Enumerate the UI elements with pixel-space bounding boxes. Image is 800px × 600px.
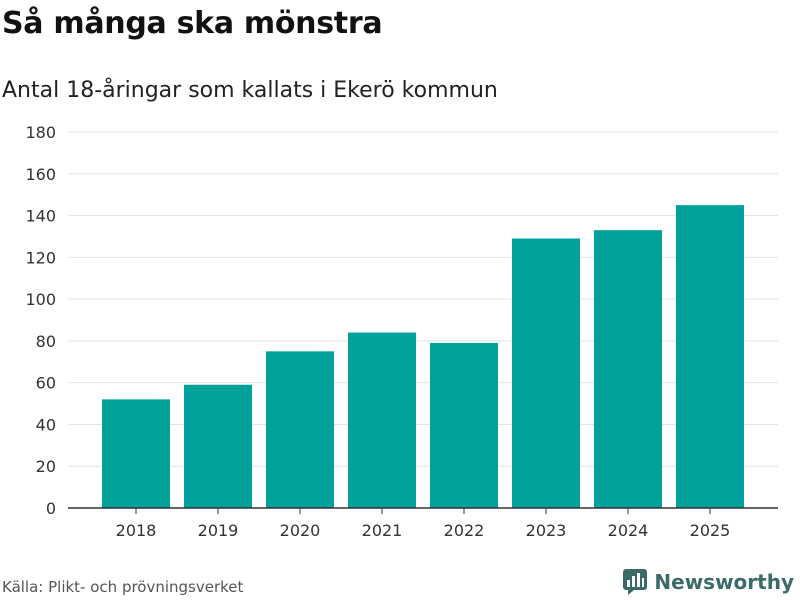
bar-2018	[102, 399, 170, 508]
y-tick-label: 40	[36, 415, 56, 434]
y-tick-label: 80	[36, 332, 56, 351]
x-tick-label: 2023	[526, 521, 567, 540]
y-tick-label: 120	[25, 248, 56, 267]
x-tick-label: 2024	[608, 521, 649, 540]
bar-2025	[676, 205, 744, 508]
y-axis-ticks: 0 20 40 60 80 100 120 140 160 180	[25, 123, 56, 518]
y-tick-label: 160	[25, 165, 56, 184]
y-tick-label: 60	[36, 374, 56, 393]
bar-2019	[184, 384, 252, 508]
bar-2020	[266, 351, 334, 508]
y-tick-label: 180	[25, 123, 56, 142]
bar-2021	[348, 332, 416, 508]
x-tick-label: 2021	[362, 521, 403, 540]
gridlines	[68, 131, 778, 467]
newsworthy-logo-icon	[623, 569, 648, 595]
y-tick-label: 0	[46, 499, 56, 518]
y-tick-label: 20	[36, 457, 56, 476]
x-tick-label: 2019	[198, 521, 239, 540]
x-axis-ticks: 2018 2019 2020 2021 2022 2023 2024 2025	[116, 508, 731, 540]
x-tick-label: 2018	[116, 521, 157, 540]
bar-2023	[512, 238, 580, 509]
y-tick-label: 100	[25, 290, 56, 309]
x-tick-label: 2022	[444, 521, 485, 540]
bar-2022	[430, 342, 498, 508]
x-tick-label: 2020	[280, 521, 321, 540]
y-tick-label: 140	[25, 207, 56, 226]
x-tick-label: 2025	[690, 521, 731, 540]
bars	[102, 205, 744, 509]
brand-name: Newsworthy	[654, 570, 794, 594]
chart-subtitle: Antal 18-åringar som kallats i Ekerö kom…	[2, 78, 498, 103]
source-note: Källa: Plikt- och prövningsverket	[2, 578, 244, 596]
brand-logo[interactable]: Newsworthy	[622, 568, 794, 596]
bar-2024	[594, 230, 662, 508]
chart-title: Så många ska mönstra	[2, 6, 383, 41]
